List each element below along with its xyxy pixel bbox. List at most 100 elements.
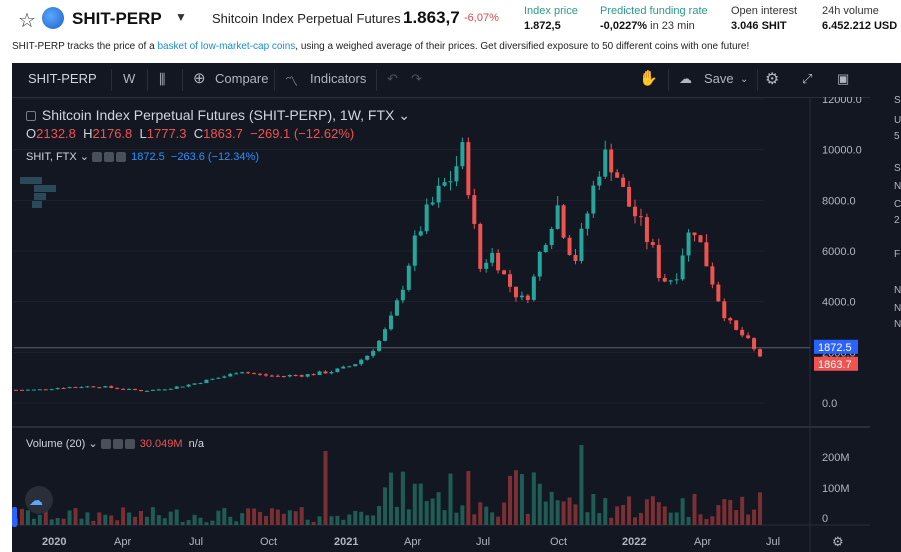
candle-body (371, 350, 376, 356)
volume-bar (228, 516, 233, 525)
candle-body (698, 235, 703, 243)
volume-bar (19, 508, 24, 525)
volume-bar (752, 509, 757, 525)
candle-body (335, 368, 340, 373)
candle-body (263, 374, 268, 376)
camera-icon[interactable]: ▣ (837, 71, 850, 86)
volume-bar (543, 501, 548, 525)
side-panel-letter: U (894, 115, 901, 126)
indicators-button[interactable]: Indicators (310, 71, 367, 86)
candle-body (740, 329, 745, 336)
x-tick-label: 2022 (622, 536, 646, 548)
y-tick-label: 0.0 (822, 398, 837, 410)
layout-marker (32, 201, 42, 208)
volume-bar (85, 512, 90, 525)
symbol-name[interactable]: SHIT-PERP (72, 9, 162, 28)
redo-icon[interactable]: ↷ (411, 71, 422, 86)
fullscreen-icon[interactable]: ⤢ (802, 71, 813, 86)
volume-bar (341, 519, 346, 525)
side-panel-letter: S (894, 95, 901, 106)
candle-body (198, 383, 203, 385)
volume-bar (258, 511, 263, 525)
candle-body (394, 300, 399, 316)
volume-bar (37, 514, 42, 525)
volume-bar (91, 520, 96, 525)
save-button[interactable]: Save (704, 71, 734, 86)
volume-bar (704, 519, 709, 525)
volume-bar (579, 445, 584, 525)
interval-button[interactable]: W (123, 71, 136, 86)
toolbar-symbol[interactable]: SHIT-PERP (28, 71, 97, 86)
compare-plus-icon[interactable]: ⊕ (193, 70, 206, 87)
last-price-badge (814, 356, 858, 371)
candle-body (180, 386, 185, 388)
volume-bar (674, 512, 679, 525)
candle-body (752, 338, 757, 350)
candle-body (25, 389, 30, 391)
undo-icon[interactable]: ↶ (387, 71, 398, 86)
candle-body (204, 379, 209, 384)
volume-bar (650, 496, 655, 525)
candle-body (621, 177, 626, 187)
candle-body (109, 386, 114, 388)
volume-bar (121, 507, 126, 525)
candles-icon[interactable]: ⫼ (159, 71, 166, 87)
volume-bar (317, 516, 322, 525)
y-tick-label: 12000.0 (822, 97, 862, 106)
favorite-star-icon[interactable]: ☆ (18, 10, 36, 32)
volume-bar (269, 508, 274, 525)
y-tick-label: 6000.0 (822, 246, 856, 258)
candle-body (716, 284, 721, 302)
index-price-badge (814, 339, 858, 354)
hand-icon[interactable]: ✋ (639, 70, 658, 87)
volume-bar (67, 510, 72, 525)
candle-body (656, 244, 661, 278)
indicators-icon[interactable]: 〽 (285, 74, 299, 89)
cloud-save-icon[interactable]: ☁ (679, 71, 692, 86)
candle-body (436, 185, 441, 203)
candle-body (383, 329, 388, 341)
volume-bar (383, 487, 388, 525)
candle-body (710, 266, 715, 285)
volume-bar (758, 492, 762, 525)
settings-gear-icon[interactable]: ⚙ (765, 71, 780, 88)
candle-body (103, 386, 108, 388)
volume-bar (746, 514, 751, 525)
candle-body (424, 204, 429, 232)
candle-body (133, 388, 138, 391)
candle-body (388, 315, 393, 330)
volume-bar (519, 474, 524, 525)
candle-body (287, 375, 292, 377)
symbol-dropdown-icon[interactable]: ▼ (175, 10, 187, 24)
volume-bar (216, 510, 221, 525)
side-panel-letter: N (894, 303, 901, 314)
cloud-button-icon[interactable] (25, 486, 53, 514)
volume-bar (127, 512, 132, 525)
volume-bar (436, 492, 441, 525)
ohlc-legend: O2132.8 H2176.8 L1777.3 C1863.7 −269.1 (… (26, 126, 355, 141)
candle-body (293, 375, 298, 377)
volume-bar (722, 499, 727, 525)
chart-panel[interactable]: SHIT-PERP W ⫼ ⊕ Compare 〽 Indicators ↶ ↷… (12, 63, 870, 552)
candle-body (644, 217, 649, 243)
last-price-badge-label: 1863.7 (818, 359, 852, 371)
stat-open-interest: Open interest 3.046 SHIT (731, 5, 798, 32)
compare-button[interactable]: Compare (215, 71, 269, 86)
candle-body (323, 371, 328, 374)
candle-body (359, 359, 364, 365)
candle-body (168, 388, 173, 390)
price-chart-svg[interactable]: 12000.010000.08000.06000.04000.02000.00.… (12, 97, 870, 552)
candle-body (496, 252, 501, 271)
volume-bar (591, 493, 596, 525)
candle-body (513, 286, 518, 298)
candle-body (567, 237, 572, 255)
volume-bar (686, 516, 691, 525)
volume-tick-label: 0 (822, 513, 828, 525)
volume-bar (740, 496, 745, 525)
volume-bar (502, 502, 507, 525)
candle-body (627, 186, 632, 207)
save-dropdown-icon[interactable]: ⌄ (740, 74, 749, 85)
volume-bar (359, 511, 364, 525)
basket-link[interactable]: basket of low-market-cap coins (157, 41, 296, 52)
